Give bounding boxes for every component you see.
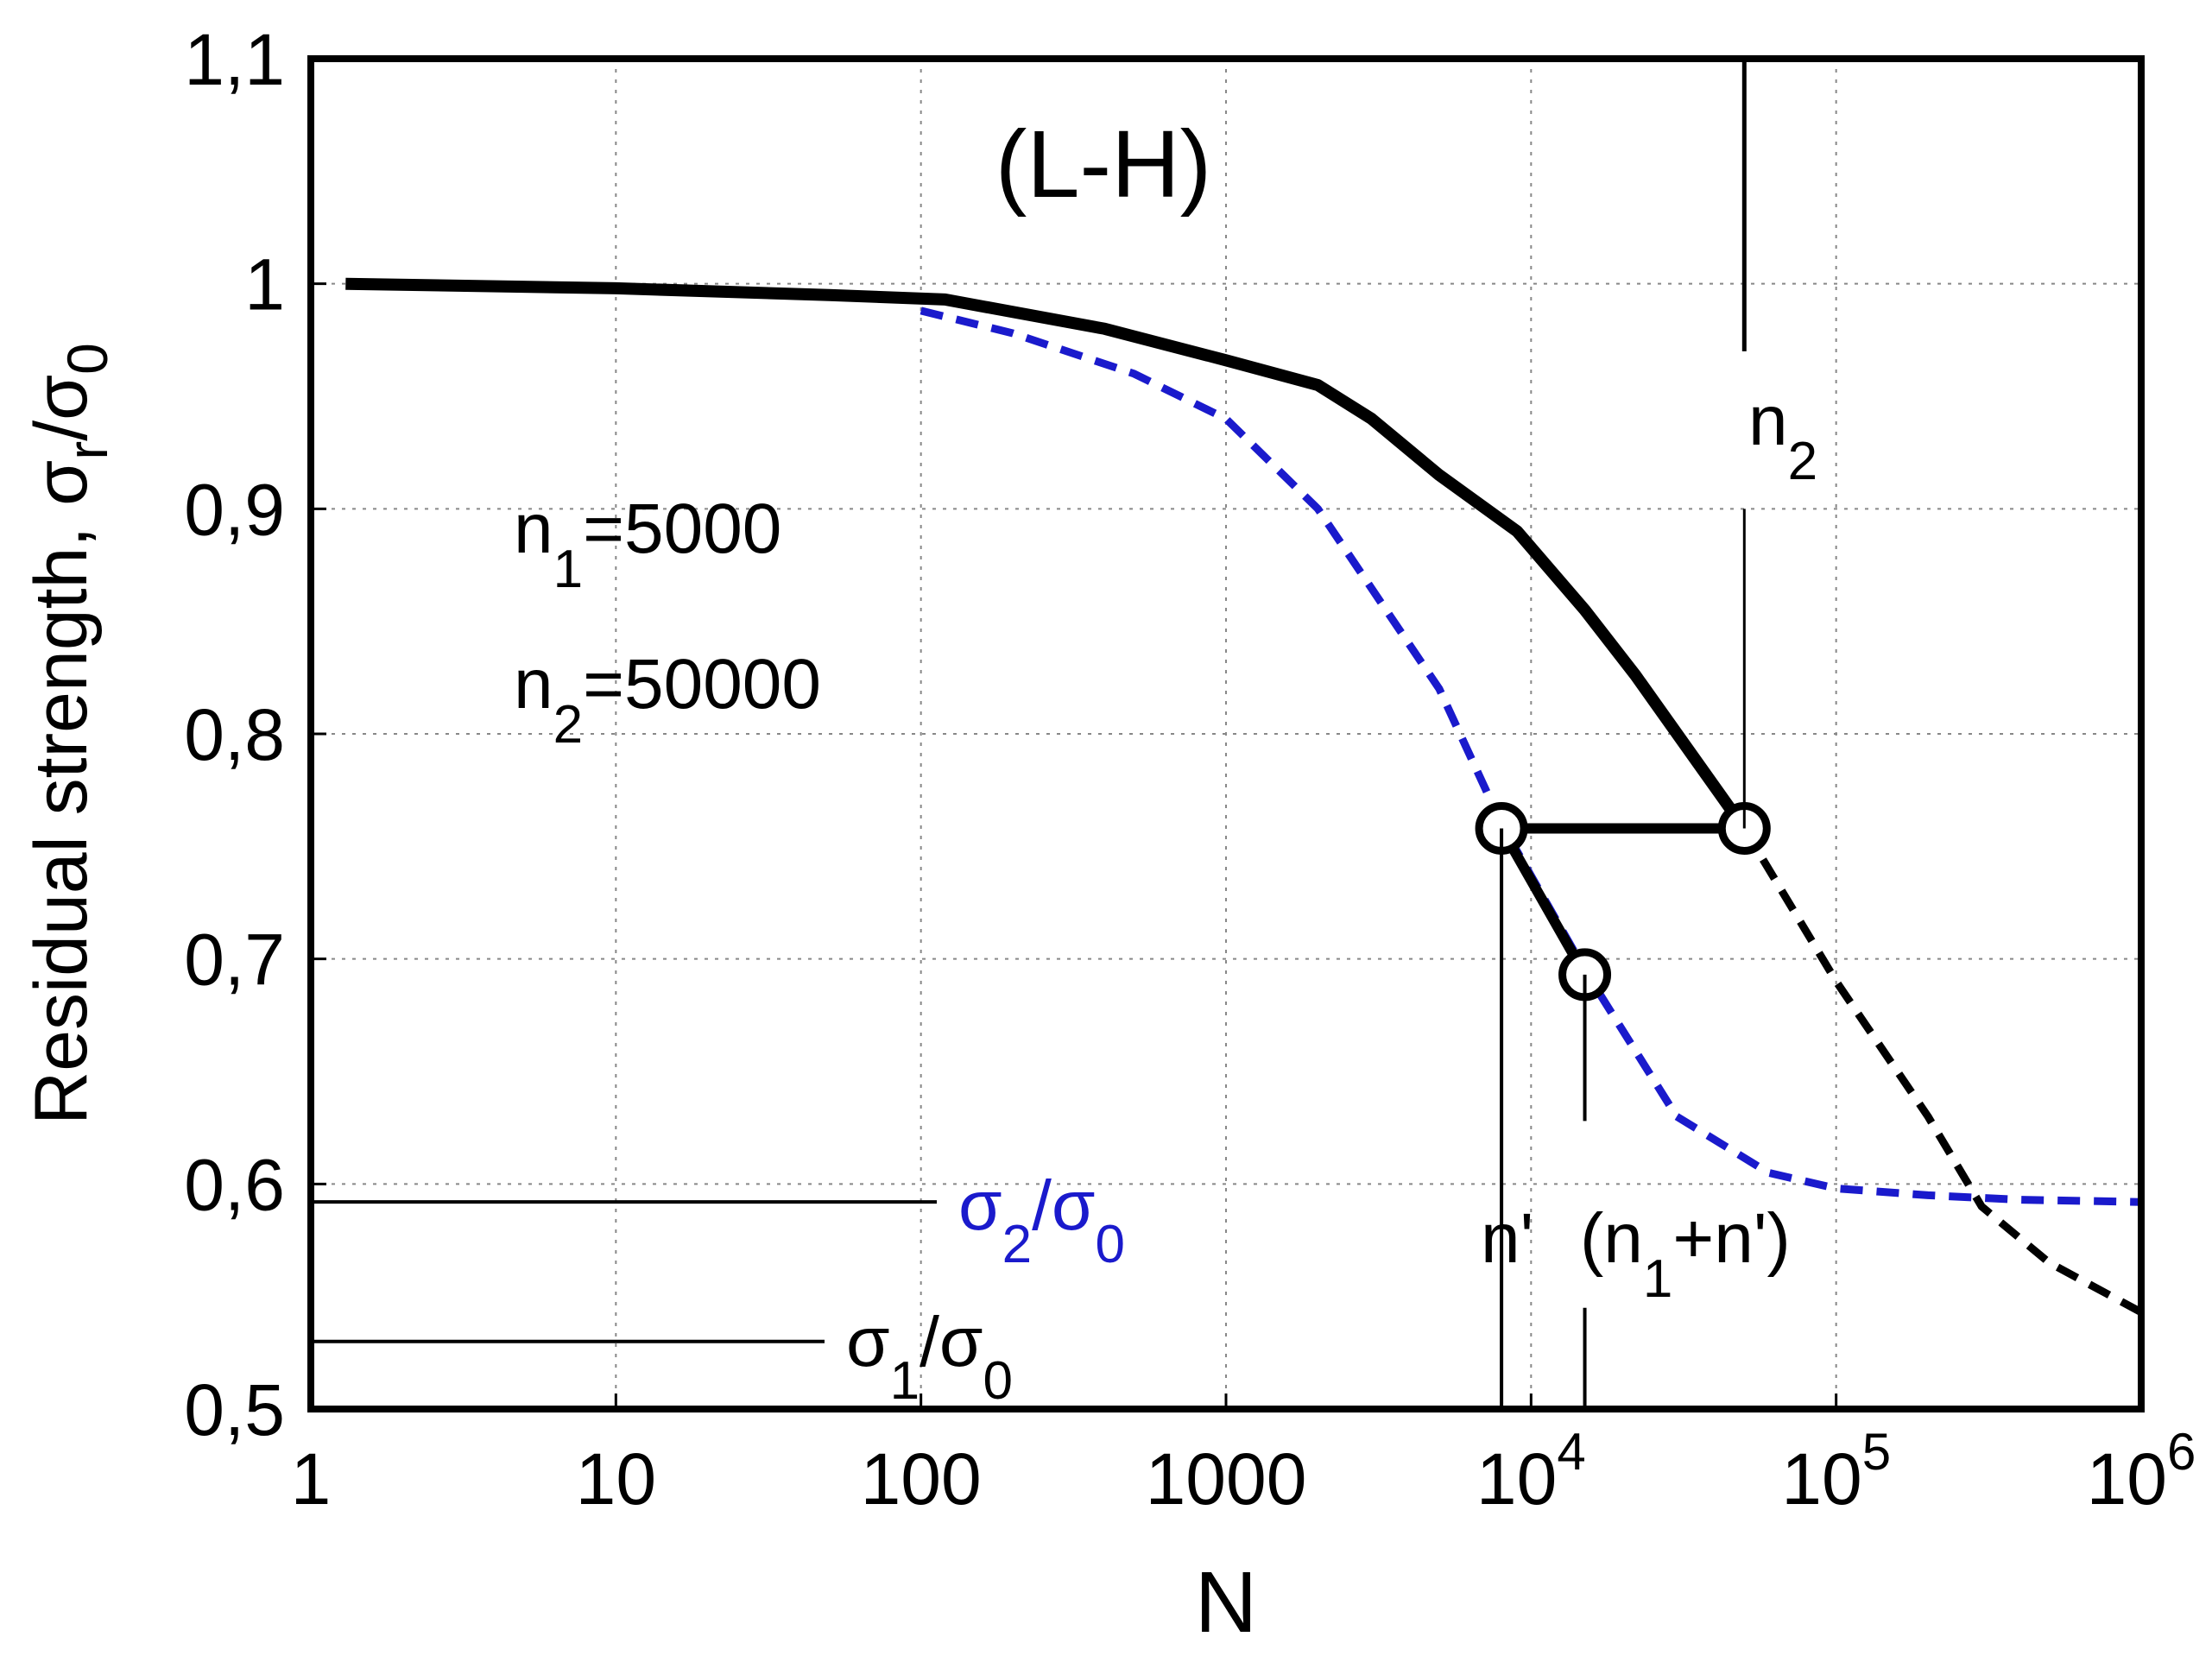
x-tick-label: 100 xyxy=(861,1438,982,1520)
n1-plus-n-prime-label: (n1+n') xyxy=(1580,1199,1791,1309)
y-tick-label: 0,8 xyxy=(184,694,285,775)
series-group xyxy=(345,277,2144,1316)
reference-line-label: σ2/σ0 xyxy=(958,1166,1125,1274)
x-tick-label: 1 xyxy=(291,1438,332,1520)
markers-group xyxy=(1475,801,1771,1002)
n2-marker-label: n2 xyxy=(1748,382,1817,491)
chart-title: (L-H) xyxy=(995,111,1212,218)
y-axis-label: Residual strength, σr/σ0 xyxy=(20,343,119,1125)
series-curve2_dashed xyxy=(920,306,2142,1206)
vertical-marker-lines xyxy=(1500,59,1747,1409)
grid-lines xyxy=(311,59,2141,1409)
reference-line-label: σ1/σ0 xyxy=(846,1303,1013,1411)
x-tick-label: 105 xyxy=(1781,1423,1891,1520)
x-tick-label: 104 xyxy=(1476,1423,1586,1520)
x-axis-label: N xyxy=(1195,1554,1257,1651)
y-tick-label: 0,5 xyxy=(184,1369,285,1450)
y-tick-label: 0,6 xyxy=(184,1144,285,1225)
series-transfer_path xyxy=(1496,823,1745,977)
tick-labels: 1 10 100 1000 104 105 106 0,5 0,6 0,7 0,8 0,9 1 1,1 xyxy=(184,19,2196,1520)
y-tick-label: 0,7 xyxy=(184,919,285,1001)
x-tick-label: 1000 xyxy=(1146,1438,1307,1520)
y-tick-label: 1,1 xyxy=(184,19,285,100)
n1-annotation: n1=5000 xyxy=(514,490,781,599)
n2-annotation: n2=50000 xyxy=(514,645,821,755)
series-curve1_solid xyxy=(345,277,1750,832)
series-curve1_dashed xyxy=(1741,826,2144,1316)
reference-lines: σ2/σ0 σ1/σ0 xyxy=(311,1166,1125,1411)
n-prime-label: n' xyxy=(1481,1199,1533,1278)
x-tick-label: 106 xyxy=(2087,1423,2196,1520)
y-tick-label: 1 xyxy=(244,244,285,325)
x-tick-label: 10 xyxy=(576,1438,656,1520)
y-tick-label: 0,9 xyxy=(184,469,285,550)
